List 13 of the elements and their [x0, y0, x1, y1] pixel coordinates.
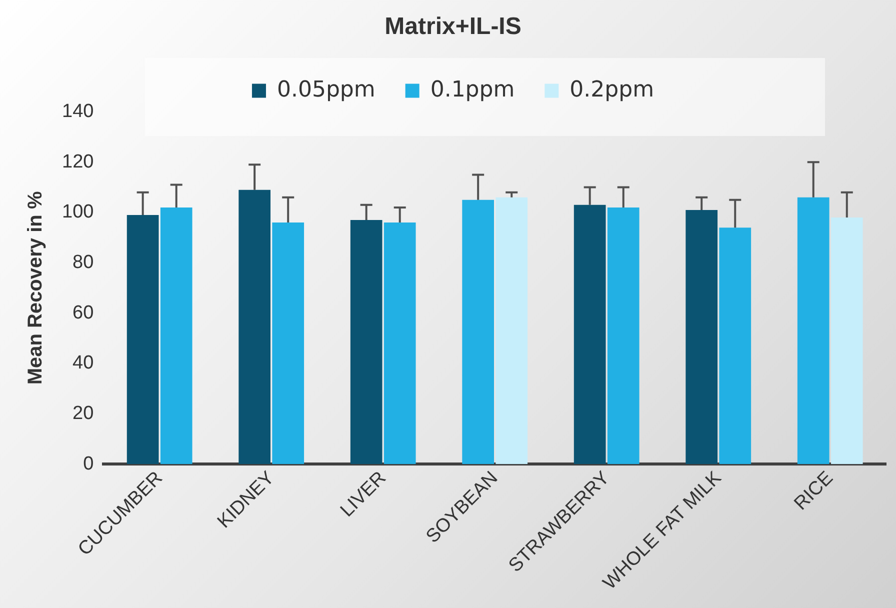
chart-title: Matrix+IL-IS	[384, 13, 522, 40]
y-tick-label: 80	[72, 252, 94, 274]
y-tick-label: 40	[72, 352, 94, 374]
y-tick-label: 140	[62, 101, 94, 122]
legend-label: 0.05ppm	[276, 78, 376, 103]
legend-label: 0.2ppm	[570, 78, 654, 103]
y-axis-title: Mean Recovery in %	[24, 191, 47, 385]
y-tick-label: 0	[83, 453, 94, 474]
y-tick-label: 120	[62, 151, 94, 172]
y-tick-label: 100	[62, 202, 94, 223]
y-tick-label: 60	[72, 302, 94, 324]
legend-label: 0.1ppm	[430, 78, 515, 103]
y-tick-label: 20	[72, 403, 94, 424]
